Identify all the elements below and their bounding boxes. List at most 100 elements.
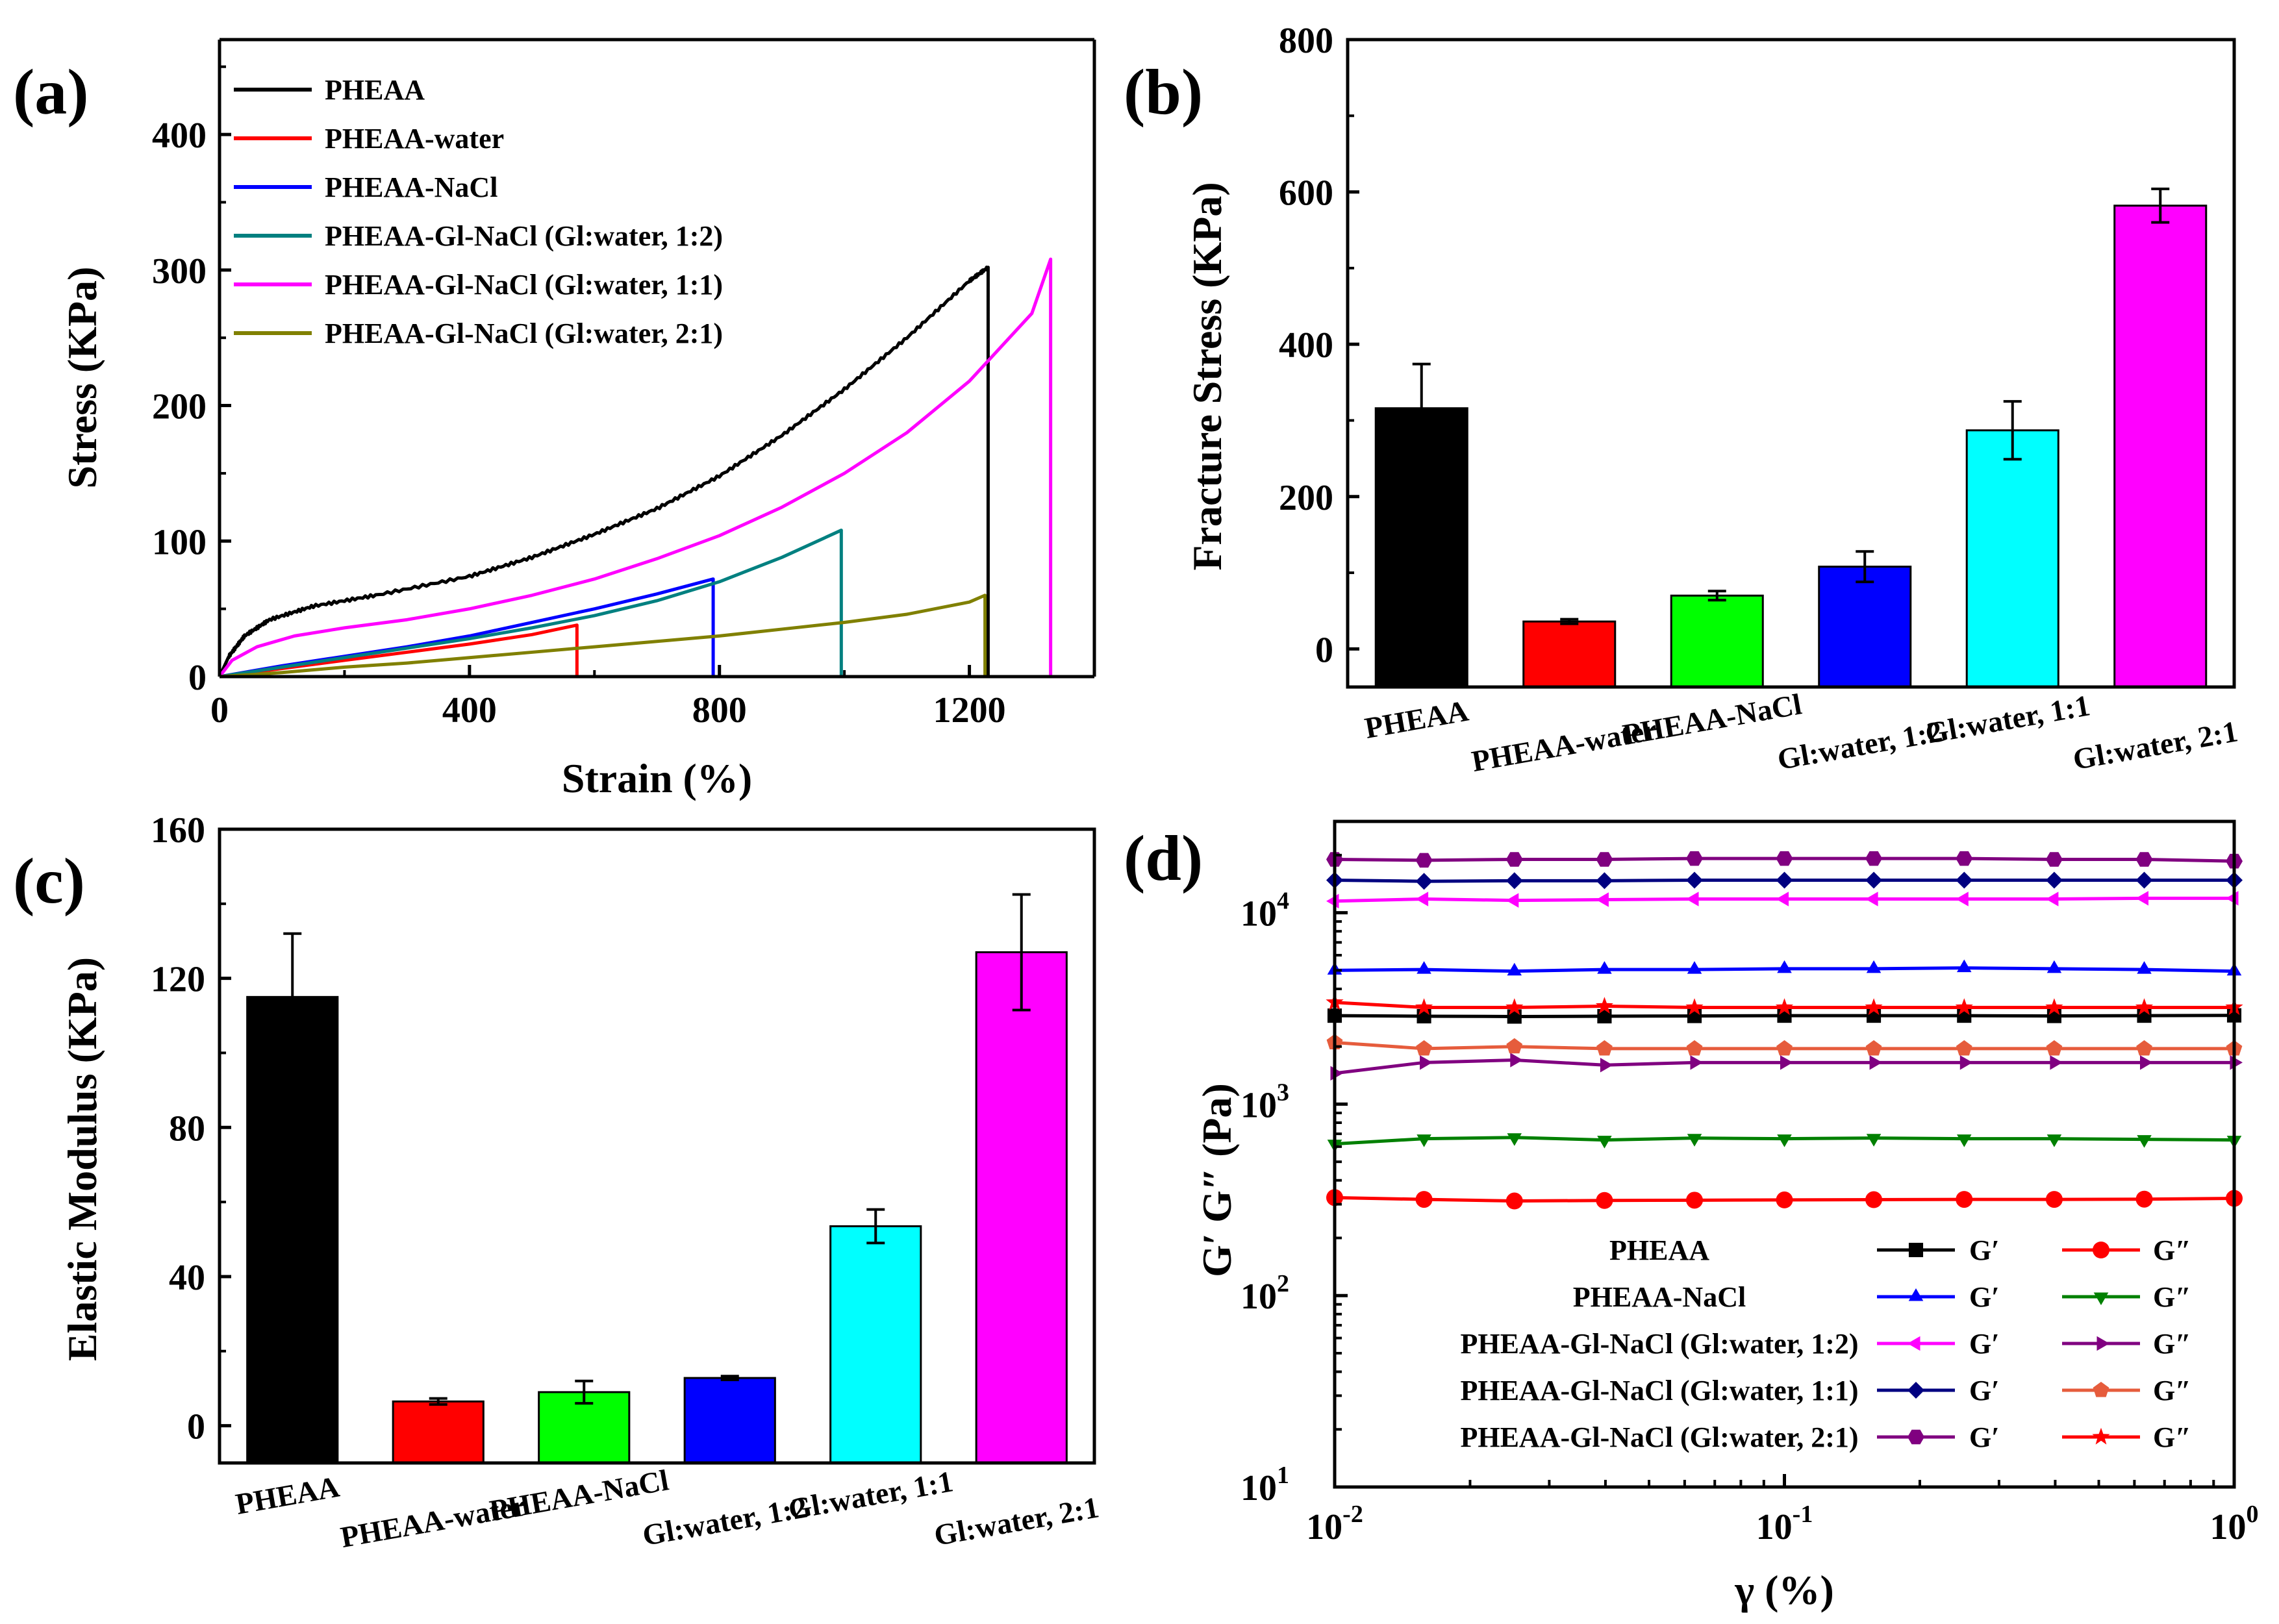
data-marker [1690,1055,1703,1070]
data-marker [2137,1135,2152,1148]
data-marker [1957,959,1972,973]
data-marker [2135,871,2153,889]
data-marker [1595,997,1613,1014]
category-label: Gl:water, 1:1 [1922,688,2092,750]
y-tick-label: 800 [1279,21,1333,61]
data-marker [1686,1040,1703,1056]
data-marker [1505,1192,1523,1210]
panel-label-d: (d) [1124,822,1203,894]
bar [1374,407,1468,688]
data-marker [1505,852,1523,867]
panel-label-a: (a) [13,56,89,128]
data-marker [2135,998,2154,1016]
data-marker [2136,1040,2152,1056]
x-tick-label: 10-2 [1306,1501,1363,1547]
data-marker [1776,1040,1793,1056]
data-marker [1596,1040,1613,1056]
legend-label: PHEAA [325,74,425,106]
data-marker [1865,1191,1883,1208]
data-marker [1776,871,1793,889]
data-marker [1510,1053,1523,1068]
data-marker [2135,1190,2153,1208]
legend-label: PHEAA-Gl-NaCl (Gl:water, 2:1) [325,318,723,349]
y-tick-label: 160 [151,810,205,851]
data-marker [1780,1055,1793,1070]
data-marker [1777,1134,1792,1147]
category-label: PHEAA [233,1470,342,1521]
y-tick-label: 102 [1240,1270,1289,1317]
x-tick-label: 100 [2210,1501,2259,1547]
legend-label: PHEAA [1609,1234,1709,1266]
y-tick-label: 600 [1279,173,1333,214]
y-tick-label: 100 [152,522,207,562]
bar [246,995,339,1464]
legend-label: G′ [1969,1234,2000,1266]
category-label: Gl:water, 1:2 [640,1490,809,1552]
series-line-3 [219,529,843,679]
data-marker [1776,892,1789,906]
bar [683,1377,776,1464]
y-axis-label: Fracture Stress (KPa) [1184,182,1230,570]
y-tick-label: 101 [1240,1462,1289,1508]
data-marker [1957,1134,1972,1147]
panel-label-b: (b) [1124,56,1203,128]
data-marker [1507,1133,1522,1146]
series-line-4 [218,257,1053,678]
bar [1670,594,1764,688]
legend-label: G′ [1969,1421,2000,1453]
category-label: Gl:water, 2:1 [2071,714,2240,776]
bar [1965,429,2059,688]
x-tick-label: 10-1 [1756,1501,1813,1547]
data-marker [1507,962,1522,976]
data-marker [2045,1191,2063,1208]
legend-label: G′ [1969,1328,2000,1360]
data-marker [1686,892,1699,906]
y-tick-label: 0 [187,1407,205,1447]
y-axis-label: G′ G″ (Pa) [1194,1083,1240,1277]
data-marker [1597,1136,1612,1149]
data-marker [2093,1292,2109,1305]
data-marker [1417,961,1431,974]
data-marker [1955,998,1973,1016]
data-marker [1687,961,1702,974]
data-marker [1956,1040,1972,1056]
data-marker [2045,892,2059,906]
category-label: Gl:water, 1:1 [786,1464,955,1526]
category-label: PHEAA-NaCl [1620,687,1804,751]
data-marker [1686,851,1703,866]
x-tick-label: 400 [442,690,497,731]
data-marker [2092,1427,2110,1445]
data-marker [1908,1288,1924,1301]
panel-label-c: (c) [13,845,85,917]
data-marker [1865,871,1883,889]
legend-label: PHEAA-Gl-NaCl (Gl:water, 1:2) [1460,1328,1858,1360]
data-marker [1959,1055,1973,1070]
data-marker [2093,1382,2109,1397]
legend-label: PHEAA-Gl-NaCl (Gl:water, 1:1) [1460,1375,1858,1406]
axes-frame [1346,38,2236,689]
data-marker [2226,891,2239,906]
legend-label: PHEAA-NaCl [1573,1281,1746,1313]
legend-label: PHEAA-water [325,123,504,155]
data-marker [1416,1040,1432,1056]
bar [1522,620,1617,688]
category-label: Gl:water, 1:2 [1775,714,1945,776]
legend-label: G″ [2153,1234,2191,1266]
data-marker [1505,998,1524,1016]
legend-label: PHEAA-NaCl [325,171,497,203]
y-tick-label: 80 [169,1108,205,1149]
data-marker [1415,853,1433,868]
data-marker [1505,893,1519,908]
y-tick-label: 300 [152,251,207,292]
bar [1818,566,1912,688]
legend-label: G″ [2153,1421,2191,1453]
data-marker [2050,1055,2063,1070]
data-marker [2140,1055,2153,1070]
data-marker [1596,892,1609,907]
data-marker [2230,1055,2243,1070]
data-marker [1507,1009,1522,1024]
y-tick-label: 400 [1279,325,1333,366]
y-tick-label: 104 [1240,888,1289,934]
bar [2113,205,2208,688]
data-marker [1686,1192,1704,1209]
